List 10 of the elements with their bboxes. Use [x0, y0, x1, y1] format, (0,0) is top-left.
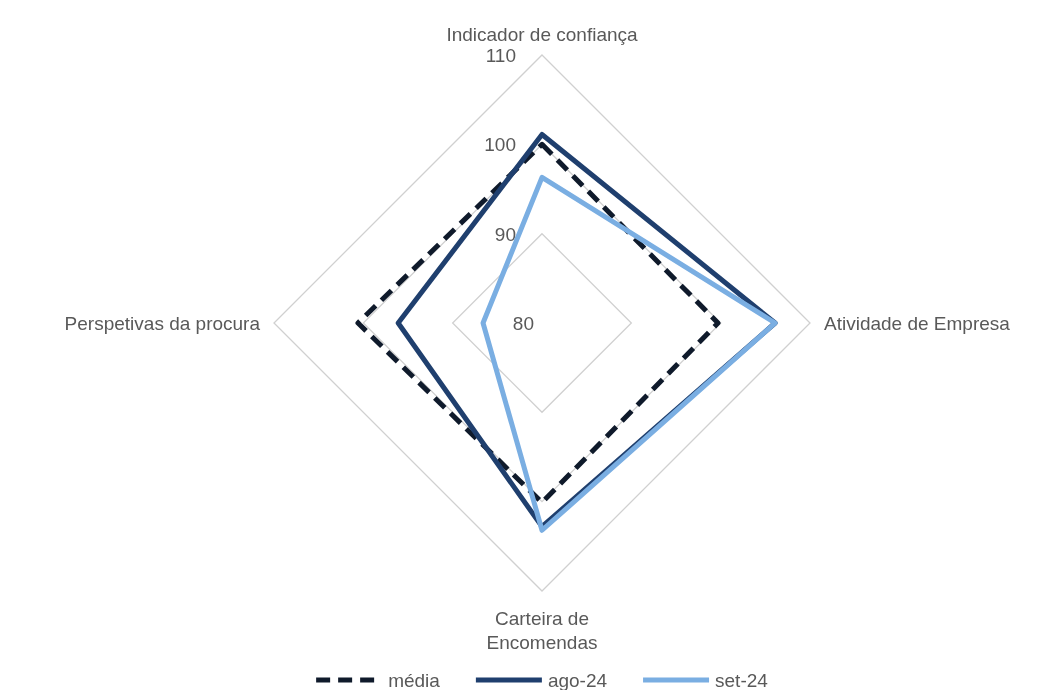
y-tick-label: 100 [484, 134, 516, 156]
y-tick-label: 90 [494, 223, 516, 245]
spoke-label: Atividade de Empresa [824, 313, 1011, 334]
spoke-label: Indicador de confiança [446, 24, 639, 45]
y-tick-label: 110 [485, 45, 516, 66]
spoke-label: Carteira de Encomendas [486, 608, 598, 653]
legend-label: média [388, 670, 441, 690]
y-tick-label: 80 [512, 313, 534, 334]
spoke-label: Perspetivas da procura [64, 313, 261, 334]
legend-label: set-24 [715, 670, 769, 690]
